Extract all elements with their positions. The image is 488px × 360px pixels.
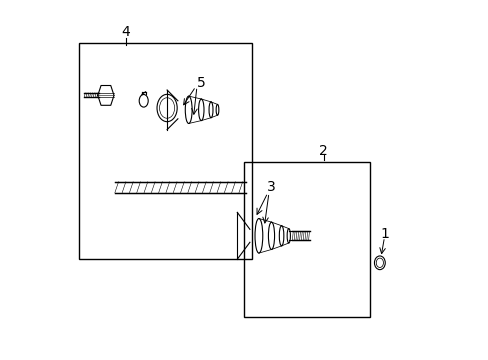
Bar xyxy=(244,162,370,317)
Text: 5: 5 xyxy=(197,76,205,90)
Text: 3: 3 xyxy=(266,180,275,194)
Text: 1: 1 xyxy=(380,227,388,241)
Text: 4: 4 xyxy=(121,26,130,39)
Text: 2: 2 xyxy=(319,144,327,158)
Bar xyxy=(79,43,251,259)
